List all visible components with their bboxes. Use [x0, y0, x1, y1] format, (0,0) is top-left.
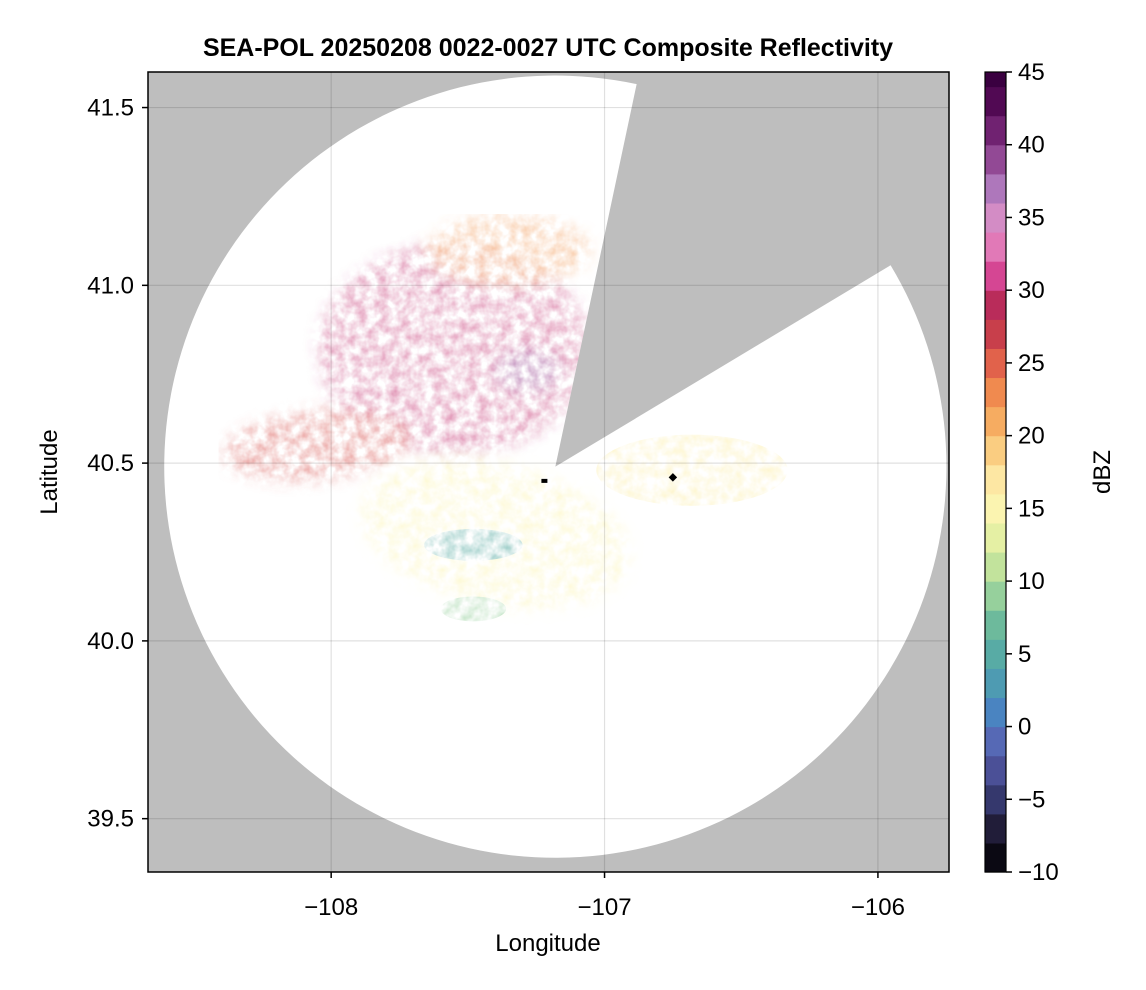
colorbar-tick-label: 45	[1018, 59, 1045, 86]
colorbar-tick-label: 30	[1018, 277, 1045, 304]
colorbar-tick-label: 25	[1018, 350, 1045, 377]
colorbar-bin	[985, 842, 1006, 873]
colorbar-bin	[985, 522, 1006, 553]
y-axis-label: Latitude	[36, 429, 63, 514]
colorbar-bin	[985, 232, 1006, 262]
y-axis: 39.5 40.0 40.5 41.0 41.5	[87, 95, 148, 833]
colorbar	[984, 71, 1007, 873]
colorbar-bin	[985, 435, 1006, 466]
colorbar-bin	[985, 813, 1006, 844]
colorbar-bin	[985, 552, 1006, 582]
colorbar-bin	[985, 784, 1006, 815]
colorbar-bin	[985, 610, 1006, 640]
y-tick-label: 39.5	[87, 806, 134, 833]
x-tick-label: −108	[304, 894, 358, 921]
colorbar-bin	[985, 639, 1006, 669]
chart-title: SEA-POL 20250208 0022-0027 UTC Composite…	[203, 34, 893, 62]
colorbar-frame	[984, 71, 1007, 873]
station-marker	[668, 473, 678, 482]
echo-region	[222, 408, 413, 483]
colorbar-bin	[985, 464, 1006, 495]
echo-region	[317, 242, 591, 456]
echo-region	[426, 214, 591, 286]
colorbar-bin	[985, 348, 1006, 379]
colorbar-tick-label: 5	[1018, 641, 1031, 668]
x-tick-label: −106	[851, 894, 905, 921]
colorbar-bin	[985, 290, 1006, 320]
grid-lines	[148, 72, 949, 872]
reflectivity-echoes	[222, 214, 788, 622]
colorbar-bin	[985, 261, 1006, 291]
radar-site-marker	[541, 478, 548, 483]
colorbar-label: dBZ	[1089, 450, 1116, 494]
colorbar-bin	[985, 86, 1006, 117]
colorbar-tick-label: 0	[1018, 714, 1031, 741]
colorbar-bin	[985, 202, 1006, 233]
plot-area	[148, 72, 949, 872]
echo-region	[424, 528, 523, 561]
x-axis: −108 −107 −106	[304, 872, 905, 921]
colorbar-ticks: −10 −5 0 5 10 15 20 25 30 35 40 45	[1006, 59, 1059, 886]
colorbar-bin	[985, 755, 1006, 786]
colorbar-bin	[985, 406, 1006, 437]
y-tick-label: 41.0	[87, 272, 134, 299]
colorbar-bin	[985, 493, 1006, 524]
colorbar-bin	[985, 668, 1006, 699]
x-tick-label: −107	[578, 894, 632, 921]
y-tick-label: 40.0	[87, 628, 134, 655]
colorbar-bin	[985, 173, 1006, 204]
colorbar-tick-label: 20	[1018, 423, 1045, 450]
colorbar-tick-label: 10	[1018, 568, 1045, 595]
colorbar-tick-label: −5	[1018, 786, 1045, 813]
colorbar-tick-label: 15	[1018, 495, 1045, 522]
echo-region	[440, 596, 507, 622]
echo-region	[495, 349, 561, 392]
colorbar-bin	[985, 115, 1006, 146]
echo-region	[596, 434, 788, 506]
y-tick-label: 40.5	[87, 450, 134, 477]
colorbar-bin	[985, 726, 1006, 757]
plot-frame	[147, 71, 950, 873]
colorbar-tick-label: −10	[1018, 859, 1059, 886]
colorbar-bin	[985, 72, 1006, 88]
colorbar-bin	[985, 697, 1006, 728]
colorbar-bin	[985, 581, 1006, 611]
radar-coverage-area	[164, 75, 947, 858]
x-axis-label: Longitude	[495, 930, 600, 957]
colorbar-bin	[985, 319, 1006, 349]
colorbar-tick-label: 35	[1018, 204, 1045, 231]
colorbar-bin	[985, 144, 1006, 175]
site-markers	[541, 473, 678, 483]
colorbar-tick-label: 40	[1018, 132, 1045, 159]
colorbar-bin	[985, 377, 1006, 408]
y-tick-label: 41.5	[87, 95, 134, 122]
